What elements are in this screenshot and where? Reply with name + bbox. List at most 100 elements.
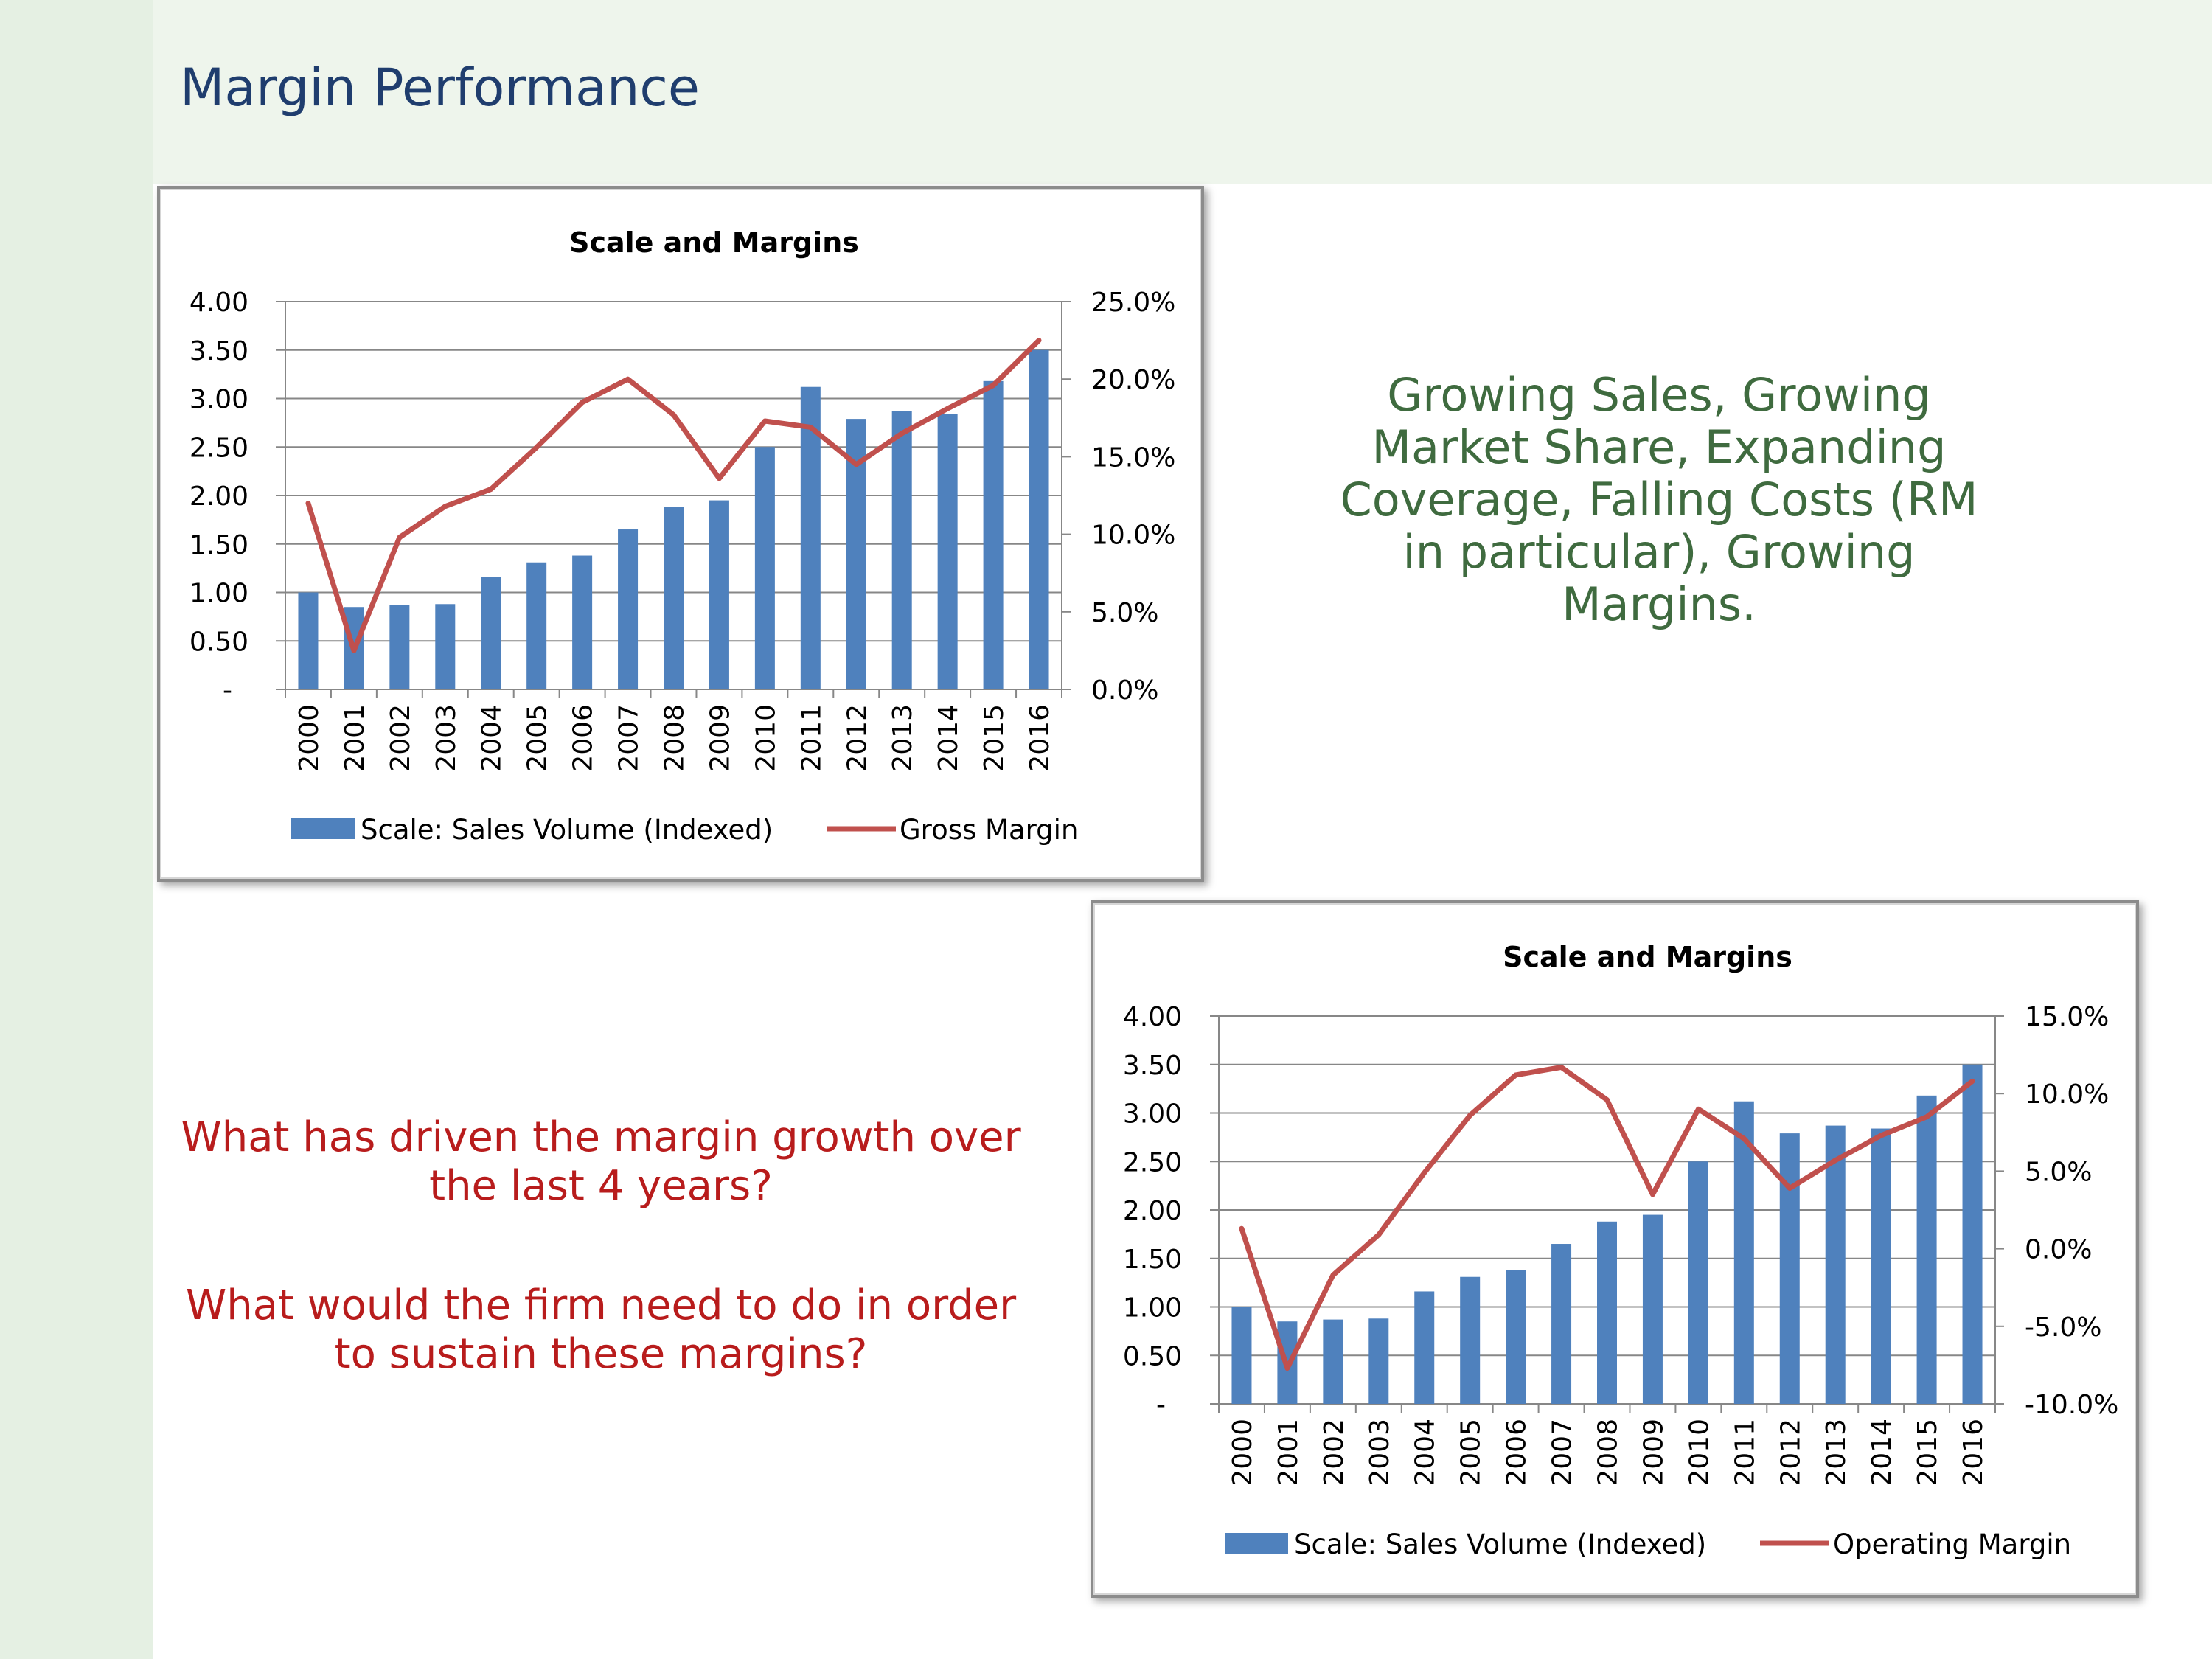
bar-sales-volume xyxy=(983,380,1004,689)
y-left-tick-label: 3.00 xyxy=(189,385,248,415)
slide-title: Margin Performance xyxy=(180,58,700,118)
x-tick-label: 2015 xyxy=(979,704,1009,772)
gross-margin-chart: Scale and Margins - 0.50 1.00 1.50 2.00 2.50 3.… xyxy=(157,186,1204,882)
y-right-tick-label: -5.0% xyxy=(2025,1312,2101,1343)
y-right-tick-label: 20.0% xyxy=(1091,365,1175,395)
bar-sales-volume xyxy=(618,529,639,689)
x-tick-label: 2014 xyxy=(933,704,964,772)
bar-sales-volume xyxy=(1506,1270,1526,1404)
x-tick-label: 2014 xyxy=(1867,1419,1897,1486)
x-tick-label: 2010 xyxy=(1684,1419,1714,1486)
y-left-tick-label: 0.50 xyxy=(1123,1341,1182,1371)
y-left-tick-label: 1.50 xyxy=(1123,1245,1182,1275)
bar-sales-volume xyxy=(1414,1291,1435,1404)
bar-sales-volume xyxy=(800,386,821,689)
x-tick-label: 2013 xyxy=(1821,1419,1851,1486)
bar-sales-volume xyxy=(1688,1161,1708,1404)
bar-sales-volume xyxy=(1733,1101,1754,1404)
bar-sales-volume xyxy=(435,604,456,689)
y-left-tick-label: 2.00 xyxy=(189,481,248,512)
x-tick-label: 2000 xyxy=(294,704,324,772)
x-tick-label: 2009 xyxy=(1638,1419,1669,1486)
legend-label-bars: Scale: Sales Volume (Indexed) xyxy=(1294,1528,1706,1560)
x-tick-label: 2002 xyxy=(1319,1419,1349,1486)
legend-label-bars: Scale: Sales Volume (Indexed) xyxy=(361,814,773,846)
y-left-tick-label: 3.00 xyxy=(1123,1099,1182,1130)
questions-block: What has driven the margin growth over t… xyxy=(162,1113,1040,1379)
bar-sales-volume xyxy=(1368,1318,1389,1404)
x-tick-label: 2011 xyxy=(796,704,827,772)
x-tick-label: 2016 xyxy=(1958,1419,1989,1486)
bar-sales-volume xyxy=(1779,1133,1800,1404)
bar-sales-volume xyxy=(1871,1128,1891,1404)
x-tick-label: 2007 xyxy=(614,704,644,772)
y-right-tick-label: -10.0% xyxy=(2025,1390,2118,1420)
y-right-tick-label: 25.0% xyxy=(1091,288,1175,318)
y-left-tick-label: - xyxy=(1156,1390,1166,1420)
left-accent-bar xyxy=(0,0,153,1659)
x-tick-label: 2003 xyxy=(1365,1419,1395,1486)
x-tick-label: 2012 xyxy=(842,704,872,772)
y-right-tick-label: 15.0% xyxy=(2025,1002,2109,1032)
bar-sales-volume xyxy=(937,414,958,689)
x-tick-label: 2002 xyxy=(386,704,416,772)
line-margin xyxy=(305,338,1042,653)
bar-sales-volume xyxy=(709,500,729,689)
y-right-tick-label: 5.0% xyxy=(2025,1157,2092,1187)
x-tick-label: 2016 xyxy=(1025,704,1055,772)
legend-swatch-bars xyxy=(1225,1533,1288,1554)
bar-sales-volume xyxy=(664,507,684,689)
y-left-tick-label: 3.50 xyxy=(189,336,248,366)
y-left-tick-label: 4.00 xyxy=(189,288,248,318)
bar-sales-volume xyxy=(389,605,410,689)
x-tick-label: 2005 xyxy=(523,704,553,772)
x-tick-label: 2015 xyxy=(1913,1419,1943,1486)
bar-sales-volume xyxy=(891,411,912,689)
x-tick-label: 2008 xyxy=(660,704,690,772)
bar-sales-volume xyxy=(298,592,319,689)
y-right-tick-label: 5.0% xyxy=(1091,598,1158,628)
y-left-tick-label: 1.00 xyxy=(1123,1293,1182,1324)
bar-sales-volume xyxy=(1597,1221,1617,1404)
x-tick-label: 2007 xyxy=(1548,1419,1578,1486)
x-tick-label: 2006 xyxy=(568,704,599,772)
operating-margin-chart-svg: Scale and Margins - 0.50 1.00 1.50 2.00 2.50 3.… xyxy=(1123,941,2119,1560)
y-left-tick-label: 0.50 xyxy=(189,627,248,657)
x-tick-label: 2009 xyxy=(705,704,735,772)
legend-label-line: Gross Margin xyxy=(900,814,1078,846)
line-margin xyxy=(1239,1064,1975,1371)
chart-title: Scale and Margins xyxy=(569,226,859,259)
x-tick-label: 2004 xyxy=(1411,1419,1441,1486)
bar-sales-volume xyxy=(1231,1307,1252,1404)
y-left-tick-label: 1.00 xyxy=(189,579,248,609)
x-tick-label: 2008 xyxy=(1593,1419,1624,1486)
question-2: What would the firm need to do in order … xyxy=(185,1281,1017,1378)
x-tick-label: 2001 xyxy=(1273,1419,1304,1486)
y-right-tick-label: 15.0% xyxy=(1091,442,1175,473)
bar-sales-volume xyxy=(572,555,593,689)
bar-sales-volume xyxy=(1460,1276,1481,1404)
bar-sales-volume xyxy=(1551,1244,1572,1404)
y-left-tick-label: 3.50 xyxy=(1123,1051,1182,1081)
x-tick-label: 2013 xyxy=(888,704,918,772)
legend-swatch-bars xyxy=(291,818,355,839)
y-left-tick-label: 2.50 xyxy=(189,433,248,463)
gross-margin-chart-svg: Scale and Margins - 0.50 1.00 1.50 2.00 2.50 3.… xyxy=(189,226,1176,846)
y-right-tick-label: 0.0% xyxy=(2025,1235,2092,1265)
bar-sales-volume xyxy=(481,577,501,689)
x-tick-label: 2006 xyxy=(1502,1419,1532,1486)
bar-sales-volume xyxy=(1029,349,1049,689)
bar-sales-volume xyxy=(1642,1214,1663,1404)
chart-title: Scale and Margins xyxy=(1503,941,1792,973)
bar-sales-volume xyxy=(1825,1125,1846,1404)
y-left-tick-label: 1.50 xyxy=(189,530,248,560)
question-1: What has driven the margin growth over t… xyxy=(181,1113,1021,1210)
y-right-tick-label: 10.0% xyxy=(1091,521,1175,551)
x-tick-label: 2003 xyxy=(431,704,462,772)
x-tick-label: 2012 xyxy=(1775,1419,1806,1486)
y-left-tick-label: - xyxy=(223,675,232,706)
legend-label-line: Operating Margin xyxy=(1833,1528,2071,1560)
x-tick-label: 2004 xyxy=(477,704,507,772)
x-tick-label: 2001 xyxy=(340,704,370,772)
bar-sales-volume xyxy=(1323,1319,1343,1404)
